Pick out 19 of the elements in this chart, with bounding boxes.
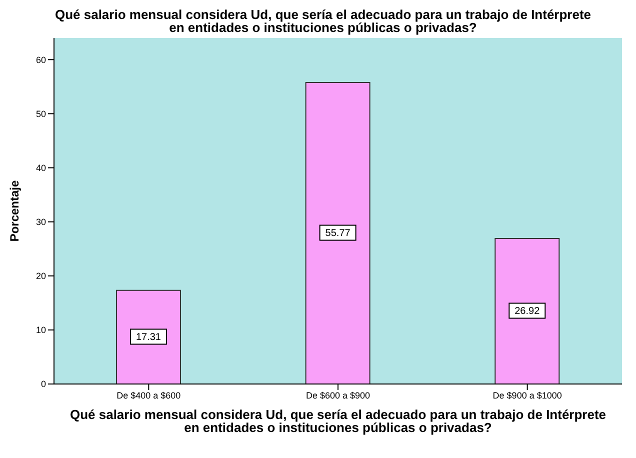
y-tick-label: 50 <box>36 108 46 119</box>
bar <box>494 238 560 384</box>
y-tick-label: 10 <box>36 325 46 336</box>
x-tick-label: De $400 a $600 <box>116 390 181 400</box>
bar <box>116 290 181 384</box>
chart-title: Qué salario mensual considera Ud, que sería el adecuado para un trabajo de Intérprete en entidades o instituciones públicas o privadas? <box>54 7 592 35</box>
data-label: 55.77 <box>325 228 351 240</box>
y-tick-label: 60 <box>36 54 46 65</box>
y-tick-label: 0 <box>40 379 46 390</box>
data-label: 17.31 <box>136 332 162 344</box>
y-tick-label: 30 <box>36 217 46 228</box>
y-tick-label: 20 <box>36 271 46 282</box>
x-tick-label: De $900 a $1000 <box>492 390 562 400</box>
x-tick-label: De $600 a $900 <box>306 390 370 400</box>
y-tick-label: 40 <box>36 162 46 173</box>
data-label: 26.92 <box>514 306 540 318</box>
y-axis-title: Porcentaje <box>7 180 22 242</box>
bar <box>305 82 370 384</box>
x-axis-title: Qué salario mensual considera Ud, que sería el adecuado para un trabajo de Intérprete en entidades o instituciones públicas o privadas? <box>68 407 608 435</box>
